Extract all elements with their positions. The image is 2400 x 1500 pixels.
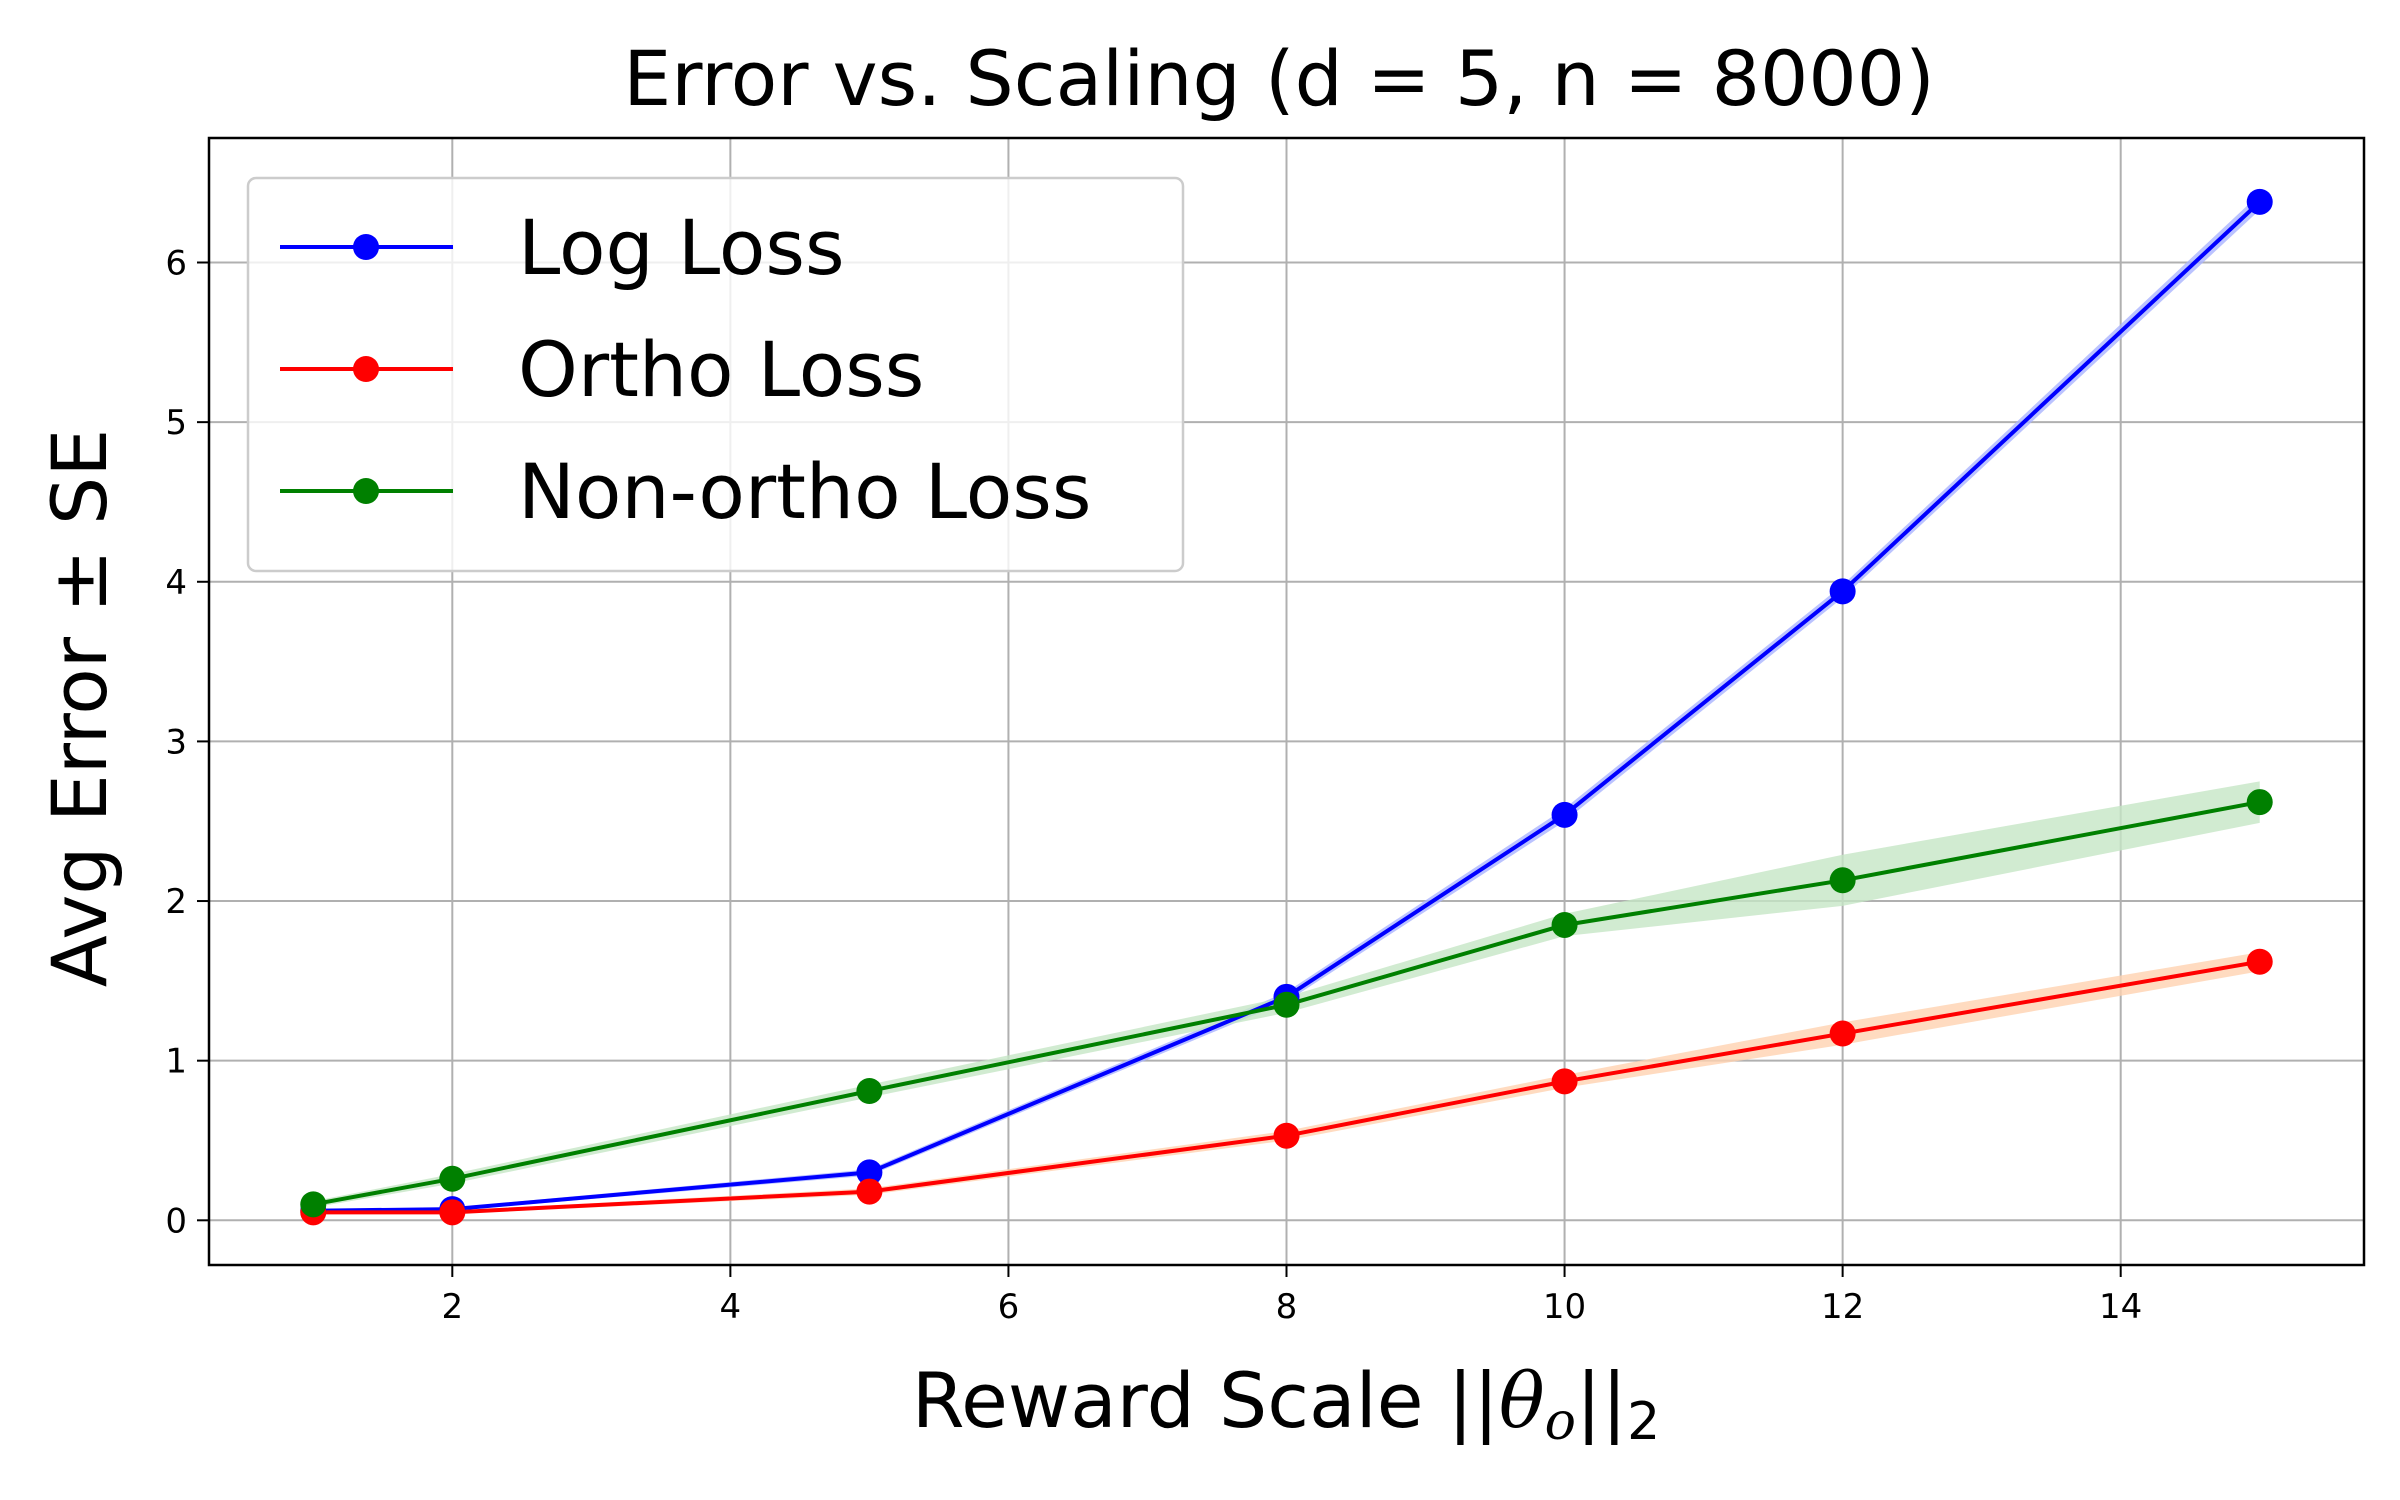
x-axis-label-bars: || (1576, 1356, 1627, 1446)
x-tick-label: 14 (2099, 1287, 2142, 1327)
y-tick-label: 6 (165, 244, 187, 284)
log-loss-point (856, 1159, 883, 1186)
non-ortho-loss-legend-label: Non-ortho Loss (518, 447, 1091, 536)
non-ortho-loss-point (1829, 867, 1856, 894)
y-tick-label: 2 (165, 882, 187, 922)
chart-title: Error vs. Scaling (d = 5, n = 8000) (623, 34, 1934, 123)
non-ortho-loss-legend-marker (353, 478, 379, 504)
log-loss-legend-label: Log Loss (518, 203, 845, 292)
legend: Log Loss Ortho Loss Non-ortho Loss (246, 176, 1185, 573)
ortho-loss-point (1829, 1020, 1856, 1047)
log-loss-legend-marker (353, 234, 379, 260)
ortho-loss-point (1551, 1068, 1578, 1095)
ortho-loss-point (856, 1178, 883, 1205)
subscript-2: 2 (1627, 1392, 1660, 1452)
subscript-o: o (1545, 1392, 1576, 1452)
x-axis-ticks: 2 4 6 8 10 12 14 (441, 1265, 2142, 1327)
non-ortho-loss-point (1273, 991, 1300, 1018)
non-ortho-loss-point (856, 1078, 883, 1105)
x-tick-label: 10 (1543, 1287, 1586, 1327)
y-tick-label: 1 (165, 1042, 187, 1082)
legend-box (246, 176, 1185, 573)
ortho-loss-point (439, 1199, 466, 1226)
ortho-loss-legend-marker (353, 356, 379, 382)
non-ortho-loss-point (300, 1191, 327, 1218)
y-tick-label: 4 (165, 563, 187, 603)
ortho-loss-point (2246, 948, 2273, 975)
log-loss-point (2246, 188, 2273, 215)
x-axis-label-prefix: Reward Scale || (912, 1356, 1499, 1446)
y-tick-label: 3 (165, 722, 187, 762)
y-axis-label: Avg Error ± SE (35, 429, 124, 987)
non-ortho-loss-point (1551, 911, 1578, 938)
log-loss-point (1829, 578, 1856, 605)
y-tick-label: 5 (165, 403, 187, 443)
ortho-loss-point (1273, 1122, 1300, 1149)
x-tick-label: 12 (1821, 1287, 1864, 1327)
non-ortho-loss-point (2246, 789, 2273, 816)
y-axis-ticks: 0 1 2 3 4 5 6 (165, 244, 209, 1241)
x-tick-label: 2 (441, 1287, 463, 1327)
x-axis-label: Reward Scale ||θo||2 (912, 1356, 1660, 1452)
y-tick-label: 0 (165, 1201, 187, 1241)
non-ortho-loss-se-band (313, 781, 2260, 1208)
non-ortho-loss-point (439, 1165, 466, 1192)
series-markers (300, 188, 2273, 1226)
log-loss-point (1551, 801, 1578, 828)
ortho-loss-legend-label: Ortho Loss (518, 325, 924, 414)
x-tick-label: 4 (720, 1287, 742, 1327)
theta-symbol: θ (1499, 1356, 1545, 1445)
x-tick-label: 8 (1276, 1287, 1298, 1327)
se-bands (313, 193, 2260, 1214)
x-tick-label: 6 (998, 1287, 1020, 1327)
